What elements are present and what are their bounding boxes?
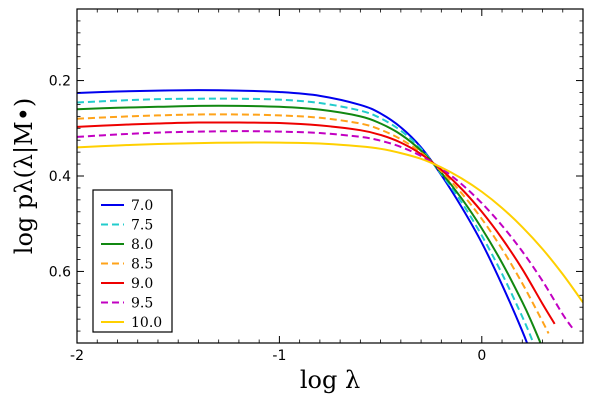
series-layer [77, 89, 583, 343]
legend-label: 8.0 [131, 237, 153, 253]
x-tick-label: 0 [477, 348, 486, 364]
x-axis-title: log λ [300, 366, 360, 394]
legend-box [92, 189, 173, 333]
legend-label: 7.5 [131, 218, 153, 234]
series-line-7-5 [77, 97, 535, 343]
series-line-7-0 [77, 89, 529, 343]
y-tick-label: 0.2 [49, 74, 71, 90]
legend-label: 8.5 [131, 257, 153, 273]
series-line-8-0 [77, 104, 542, 343]
y-axis-title: log pλ(λ|M•) [10, 98, 39, 254]
tick-layer: -2 -1 0 0.2 0.4 0.6 [49, 8, 584, 364]
y-tick-label: 0.6 [49, 264, 71, 280]
legend-label: 7.0 [131, 198, 153, 214]
y-tick-label: 0.4 [49, 169, 71, 185]
series-line-9-5 [77, 130, 574, 330]
legend-label: 10.0 [131, 315, 162, 331]
legend: 7.0 7.5 8.0 8.5 9.0 9.5 10.0 [92, 189, 173, 333]
series-line-10-0 [77, 141, 583, 304]
legend-label: 9.5 [131, 296, 153, 312]
series-line-9-0 [77, 121, 556, 325]
x-tick-label: -2 [70, 348, 84, 364]
x-tick-label: -1 [272, 348, 286, 364]
legend-label: 9.0 [131, 276, 153, 292]
